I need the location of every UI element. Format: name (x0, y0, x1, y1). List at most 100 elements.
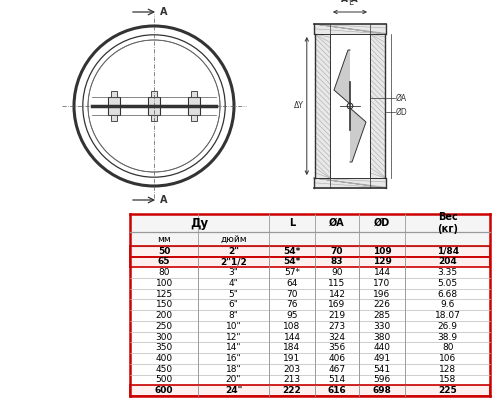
Text: 330: 330 (374, 322, 390, 331)
Text: 90: 90 (331, 268, 343, 277)
Text: 26.9: 26.9 (438, 322, 458, 331)
Bar (130, 246, 490, 256)
Text: 10": 10" (226, 322, 242, 331)
Text: 514: 514 (328, 376, 345, 384)
Text: 196: 196 (374, 290, 390, 299)
Text: 54*: 54* (284, 258, 300, 266)
Bar (130, 256, 490, 267)
Text: 204: 204 (438, 258, 457, 266)
Text: 226: 226 (374, 300, 390, 309)
Text: 142: 142 (328, 290, 345, 299)
Text: 6": 6" (228, 300, 238, 309)
Text: 285: 285 (374, 311, 390, 320)
Text: 440: 440 (374, 343, 390, 352)
Bar (191, 91, 197, 97)
Text: 225: 225 (438, 386, 457, 395)
Text: 300: 300 (156, 332, 173, 342)
Bar (191, 115, 197, 121)
Text: 6.68: 6.68 (438, 290, 458, 299)
Text: 1/84: 1/84 (436, 247, 459, 256)
Text: 109: 109 (372, 247, 392, 256)
Text: 144: 144 (284, 332, 300, 342)
Text: 324: 324 (328, 332, 345, 342)
Text: дюйм: дюйм (220, 234, 247, 244)
Text: ØD: ØD (396, 108, 408, 116)
Text: ØA: ØA (329, 218, 345, 228)
Text: 64: 64 (286, 279, 298, 288)
Text: 3": 3" (228, 268, 238, 277)
Text: 95: 95 (286, 311, 298, 320)
Text: 170: 170 (374, 279, 390, 288)
Text: 169: 169 (328, 300, 345, 309)
Text: A: A (160, 7, 168, 17)
Text: 491: 491 (374, 354, 390, 363)
Text: ØA: ØA (396, 94, 407, 102)
Text: 70: 70 (331, 247, 343, 256)
Polygon shape (350, 108, 366, 162)
Text: 600: 600 (155, 386, 174, 395)
Text: Ду: Ду (190, 217, 208, 230)
Text: 128: 128 (439, 365, 456, 374)
Text: 350: 350 (156, 343, 173, 352)
Text: 541: 541 (374, 365, 390, 374)
Text: 400: 400 (156, 354, 173, 363)
Bar (130, 214, 490, 232)
Text: 18": 18" (226, 365, 242, 374)
Text: A: A (160, 195, 168, 205)
Text: 3.35: 3.35 (438, 268, 458, 277)
Bar (108, 97, 120, 115)
Text: 129: 129 (372, 258, 392, 266)
Text: L: L (348, 0, 352, 7)
Text: 9.6: 9.6 (440, 300, 455, 309)
Text: 16": 16" (226, 354, 242, 363)
Text: 150: 150 (156, 300, 173, 309)
Text: 5.05: 5.05 (438, 279, 458, 288)
Text: 616: 616 (328, 386, 346, 395)
Text: 70: 70 (286, 290, 298, 299)
Text: 356: 356 (328, 343, 345, 352)
Text: 12": 12" (226, 332, 241, 342)
Text: 106: 106 (439, 354, 456, 363)
Text: 80: 80 (442, 343, 454, 352)
Text: 200: 200 (156, 311, 173, 320)
Text: 108: 108 (284, 322, 300, 331)
Text: 380: 380 (374, 332, 390, 342)
Text: 213: 213 (284, 376, 300, 384)
Circle shape (347, 103, 353, 109)
Polygon shape (334, 50, 350, 104)
Text: 24": 24" (225, 386, 242, 395)
Text: 115: 115 (328, 279, 345, 288)
Text: 2"1/2: 2"1/2 (220, 258, 247, 266)
Text: 250: 250 (156, 322, 173, 331)
Text: 500: 500 (156, 376, 173, 384)
Text: 191: 191 (284, 354, 300, 363)
Text: 18.07: 18.07 (435, 311, 460, 320)
Text: 54*: 54* (284, 247, 300, 256)
Text: мм: мм (158, 234, 171, 244)
Bar (111, 91, 117, 97)
Text: 698: 698 (372, 386, 392, 395)
Text: 4": 4" (228, 279, 238, 288)
Text: 222: 222 (282, 386, 302, 395)
Text: 406: 406 (328, 354, 345, 363)
Bar (111, 115, 117, 121)
Text: 8": 8" (228, 311, 238, 320)
Bar (330, 34, 370, 178)
Text: 20": 20" (226, 376, 241, 384)
Bar (151, 115, 157, 121)
Text: 83: 83 (331, 258, 343, 266)
Text: 273: 273 (328, 322, 345, 331)
Text: 50: 50 (158, 247, 170, 256)
Text: 100: 100 (156, 279, 173, 288)
Bar (148, 97, 160, 115)
Text: 184: 184 (284, 343, 300, 352)
Text: 219: 219 (328, 311, 345, 320)
Text: ΔY: ΔY (294, 102, 304, 110)
Bar (188, 97, 200, 115)
Bar (151, 91, 157, 97)
Text: 596: 596 (374, 376, 390, 384)
Text: 158: 158 (439, 376, 456, 384)
Bar (130, 232, 490, 246)
Bar (130, 385, 490, 396)
Text: ØD: ØD (374, 218, 390, 228)
